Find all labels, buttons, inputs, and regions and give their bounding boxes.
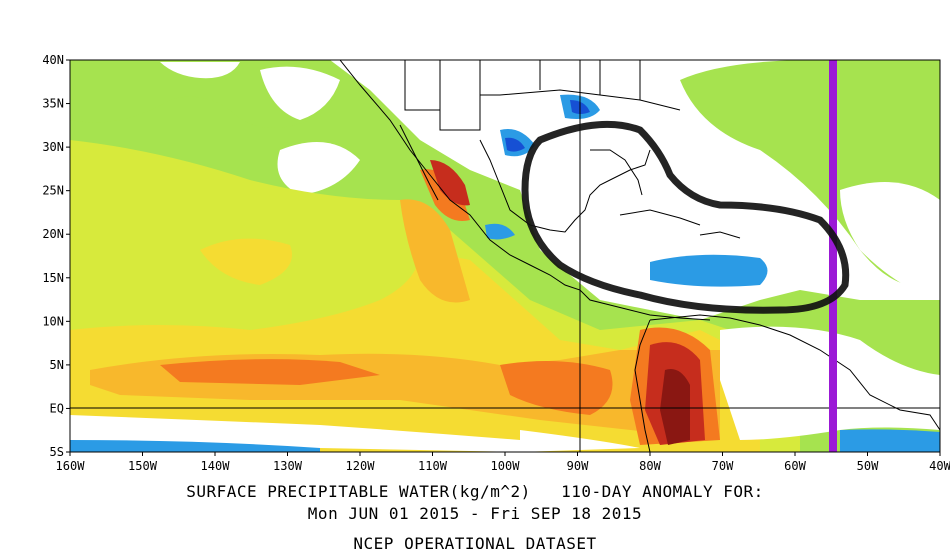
lon-tick-label: 120W: [346, 459, 376, 473]
coastlines: [339, 60, 940, 452]
lon-tick-label: 70W: [712, 459, 734, 473]
lat-tick-label: 5S: [50, 445, 64, 459]
lat-tick-label: 35N: [42, 97, 64, 111]
border-us-states: [439, 60, 641, 110]
lon-tick-label: 150W: [128, 459, 158, 473]
contour-white-gap-4: [840, 182, 940, 300]
contour-light-green-west-top: [70, 60, 323, 128]
contour-blue-gulf: [505, 137, 525, 152]
coastline-baja: [399, 124, 439, 201]
lat-tick-label: 25N: [42, 184, 64, 198]
lat-tick-label: 40N: [42, 53, 64, 67]
contour-orange: [160, 359, 380, 385]
map-title-line2: Mon JUN 01 2015 - Fri SEP 18 2015: [307, 504, 643, 523]
contour-yellow-2: [200, 238, 292, 285]
latitude-axis: 40N 35N 30N 25N 20N 15N 10N 5N EQ 5S: [42, 53, 70, 459]
coastline-north-america: [339, 60, 711, 321]
contour-light-blue-caribbean: [650, 254, 768, 287]
coastline-hispaniola: [699, 231, 741, 239]
coastline-florida: [590, 149, 643, 196]
coastline-gulf: [479, 139, 651, 233]
lon-tick-label: 40W: [929, 459, 950, 473]
coastline-south-america: [649, 314, 940, 431]
lon-tick-label: 100W: [491, 459, 521, 473]
lat-tick-label: 5N: [50, 358, 64, 372]
contour-light-blue-atlantic: [840, 429, 940, 452]
dataset-label: NCEP OPERATIONAL DATASET: [353, 534, 597, 553]
lon-tick-label: 110W: [418, 459, 448, 473]
lon-tick-label: 60W: [784, 459, 806, 473]
contour-white-gap: [260, 66, 340, 120]
lat-tick-label: 30N: [42, 140, 64, 154]
lon-tick-label: 130W: [273, 459, 303, 473]
contour-white-gap-3: [277, 142, 360, 195]
lat-tick-label: 10N: [42, 314, 64, 328]
annotation-outline: [521, 120, 850, 314]
contour-dark-red: [660, 369, 690, 445]
contour-white-gap-2: [160, 62, 240, 79]
contour-light-blue-pacific: [485, 223, 515, 240]
lon-tick-label: 50W: [857, 459, 879, 473]
lat-tick-label: 15N: [42, 271, 64, 285]
contour-orange-2: [500, 361, 613, 415]
contour-gold-2: [400, 199, 470, 303]
contour-white-south: [70, 415, 520, 452]
longitude-axis: 160W 150W 140W 130W 120W 110W 100W 90W 80W 70W 60W…: [56, 452, 950, 473]
lon-tick-label: 80W: [639, 459, 661, 473]
lat-tick-label: 20N: [42, 227, 64, 241]
contour-red-2: [430, 160, 470, 206]
lon-tick-label: 140W: [201, 459, 231, 473]
lon-tick-label: 160W: [56, 459, 86, 473]
coastline-cuba: [619, 209, 701, 226]
anomaly-contours: [70, 60, 940, 452]
lat-tick-label: EQ: [50, 401, 64, 415]
map-title-line1: SURFACE PRECIPITABLE WATER(kg/m^2) 110-D…: [186, 482, 764, 501]
coastline-south-america-west: [634, 319, 651, 452]
lon-tick-label: 90W: [567, 459, 589, 473]
